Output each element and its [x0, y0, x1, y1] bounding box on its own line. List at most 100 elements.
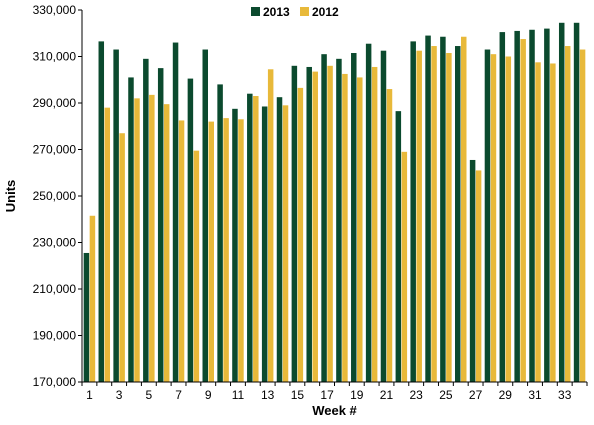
bar-2013-week-18 — [336, 58, 342, 382]
bar-2013-week-32 — [544, 28, 550, 382]
bar-2013-week-27 — [469, 159, 476, 382]
bar-2013-week-14 — [276, 97, 283, 382]
bar-2013-week-34 — [573, 22, 580, 382]
bar-2013-week-29 — [499, 32, 506, 383]
x-tick-label: 25 — [439, 388, 453, 402]
bar-2013-week-1 — [83, 252, 90, 382]
bar-2012-week-25 — [446, 53, 452, 382]
bar-2012-week-24 — [431, 46, 437, 382]
bar-2012-week-8 — [193, 150, 200, 382]
legend-swatch-2013 — [251, 7, 260, 16]
y-tick-label: 290,000 — [33, 96, 77, 110]
y-tick-label: 230,000 — [33, 236, 77, 250]
y-tick-label: 270,000 — [33, 143, 77, 157]
bar-2013-week-33 — [558, 22, 565, 382]
bar-2012-week-14 — [282, 105, 289, 382]
bar-2013-week-24 — [425, 35, 431, 382]
bar-2012-week-11 — [238, 119, 244, 383]
bar-2012-week-7 — [178, 120, 185, 382]
y-tick-label: 330,000 — [33, 3, 77, 17]
y-tick-label: 310,000 — [33, 50, 77, 64]
y-tick-label: 190,000 — [33, 329, 77, 343]
x-tick-label: 21 — [380, 388, 394, 402]
y-axis-ticks: 170,000 190,000 210,000 230,000 250,000 270,0… — [33, 3, 82, 389]
x-tick-label: 3 — [116, 388, 123, 402]
bar-2013-week-17 — [321, 54, 327, 383]
y-tick-label: 170,000 — [33, 375, 77, 389]
bar-2012-week-32 — [550, 63, 556, 382]
x-axis-title: Week # — [312, 403, 357, 418]
x-axis-ticks: 1 3 5 7 9 11 13 15 17 19 21 23 25 27 29 31 33 — [81, 382, 588, 402]
x-tick-label: 23 — [410, 388, 424, 402]
x-tick-label: 31 — [528, 388, 542, 402]
y-axis-title: Units — [3, 180, 18, 213]
bar-2013-week-22 — [395, 111, 402, 382]
bar-2013-week-2 — [98, 41, 105, 382]
bar-2013-week-11 — [232, 108, 238, 382]
bar-2012-week-2 — [104, 107, 111, 383]
bar-2012-week-21 — [386, 89, 393, 383]
bar-2012-week-16 — [312, 71, 318, 383]
legend-label-2012: 2012 — [312, 5, 339, 19]
bar-2013-week-13 — [261, 106, 268, 383]
bar-2012-week-6 — [163, 104, 170, 382]
bar-2013-week-19 — [351, 53, 357, 382]
bar-2013-week-31 — [529, 29, 535, 382]
bar-2012-week-29 — [505, 56, 512, 382]
bar-2013-week-26 — [455, 46, 461, 382]
bar-2013-week-20 — [365, 43, 372, 383]
bar-2012-week-13 — [267, 69, 274, 382]
bar-2013-week-30 — [514, 30, 520, 383]
x-tick-label: 5 — [145, 388, 152, 402]
legend-swatch-2012 — [300, 7, 309, 16]
bar-2013-week-9 — [202, 49, 208, 383]
bar-2012-week-9 — [208, 121, 214, 382]
bar-2012-week-28 — [490, 54, 497, 383]
bar-2012-week-31 — [535, 62, 541, 382]
x-tick-label: 13 — [261, 388, 275, 402]
x-tick-label: 27 — [469, 388, 483, 402]
bar-2013-week-5 — [143, 58, 149, 382]
bar-2012-week-10 — [223, 118, 229, 383]
x-tick-label: 17 — [320, 388, 334, 402]
x-tick-label: 11 — [232, 388, 245, 402]
legend-label-2013: 2013 — [263, 5, 290, 19]
bar-2012-week-30 — [520, 39, 526, 382]
bar-2012-week-23 — [416, 50, 422, 382]
bar-2012-week-20 — [371, 66, 378, 383]
x-tick-label: 33 — [558, 388, 572, 402]
bar-2012-week-22 — [401, 151, 408, 382]
legend: 2013 2012 — [251, 5, 339, 19]
bar-2012-week-12 — [253, 96, 259, 383]
bar-2012-week-5 — [149, 94, 155, 383]
bar-2013-week-15 — [291, 65, 298, 383]
bar-2012-week-17 — [327, 65, 333, 383]
bar-2012-week-18 — [342, 73, 348, 382]
bar-2012-week-4 — [134, 98, 140, 382]
x-tick-label: 15 — [291, 388, 305, 402]
bar-2012-week-15 — [297, 87, 304, 382]
bar-2013-week-8 — [187, 78, 194, 383]
bar-2013-week-21 — [380, 50, 387, 382]
x-tick-label: 7 — [175, 388, 182, 402]
bar-2013-week-25 — [440, 36, 446, 383]
bar-2012-week-27 — [475, 170, 482, 382]
bar-2013-week-12 — [247, 93, 253, 382]
bar-2013-week-6 — [157, 68, 164, 382]
bar-2012-week-34 — [579, 49, 586, 383]
bar-2013-week-16 — [306, 66, 312, 383]
bar-2012-week-3 — [119, 133, 125, 382]
bar-2012-week-19 — [357, 77, 363, 383]
y-tick-label: 250,000 — [33, 189, 77, 203]
x-tick-label: 19 — [350, 388, 364, 402]
x-tick-label: 29 — [499, 388, 513, 402]
bar-2012-week-1 — [89, 215, 96, 382]
bar-2013-week-4 — [128, 77, 134, 383]
x-tick-label: 1 — [86, 388, 93, 402]
y-tick-label: 210,000 — [33, 282, 77, 296]
bar-2012-week-33 — [564, 46, 571, 382]
bar-2013-week-23 — [410, 41, 416, 382]
bars — [83, 22, 586, 383]
bar-2012-week-26 — [461, 36, 467, 383]
